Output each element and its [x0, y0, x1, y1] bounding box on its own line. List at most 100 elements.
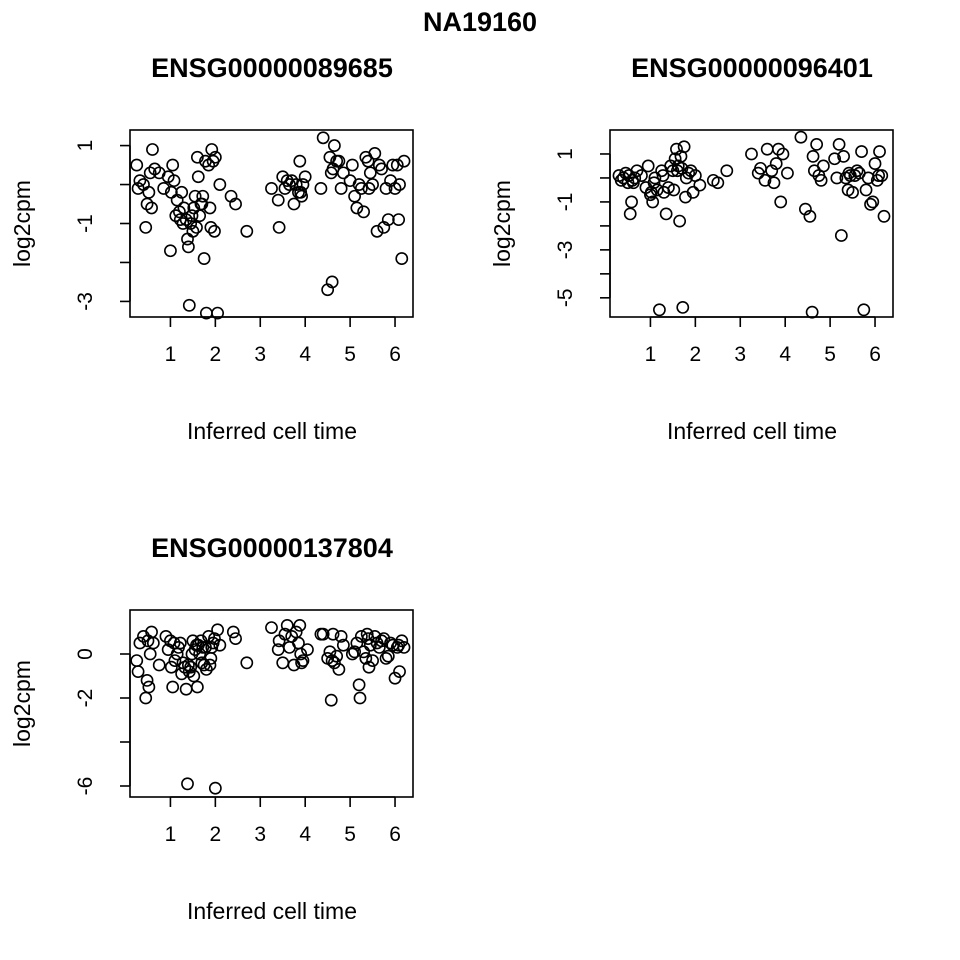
data-point	[781, 166, 794, 180]
data-point	[187, 669, 201, 683]
data-point	[208, 150, 222, 164]
data-point	[677, 140, 691, 154]
data-point	[229, 632, 242, 645]
data-point	[390, 641, 404, 654]
y-tick-label: -2	[74, 689, 97, 708]
data-point	[186, 224, 200, 238]
data-point	[323, 645, 337, 659]
data-point	[166, 158, 180, 172]
y-tick-label: 1	[554, 148, 577, 160]
x-tick-label: 1	[645, 343, 657, 366]
x-tick-label: 2	[690, 343, 702, 366]
data-point	[175, 185, 189, 199]
data-point	[357, 645, 370, 659]
x-tick-label: 3	[254, 343, 266, 366]
data-point	[271, 193, 285, 207]
data-point	[139, 220, 153, 234]
data-point	[626, 176, 640, 190]
x-tick-label: 4	[779, 343, 791, 366]
data-point	[366, 178, 379, 191]
data-point	[146, 143, 159, 156]
data-point	[837, 149, 850, 163]
data-point	[327, 139, 341, 152]
data-point	[293, 619, 307, 632]
data-point	[327, 656, 341, 670]
data-point	[190, 220, 203, 234]
data-point	[769, 157, 783, 170]
data-point	[379, 652, 393, 665]
panel-ensg00000137804: ENSG00000137804 1 2 3 4 5 6 -6 -2 0 Inferred cell …	[9, 533, 414, 924]
data-point	[774, 195, 788, 209]
x-tick-label: 5	[344, 343, 356, 366]
data-point	[832, 137, 846, 151]
data-point	[647, 176, 661, 190]
data-point	[765, 164, 779, 178]
data-point	[166, 680, 180, 694]
data-point	[204, 652, 218, 665]
data-point	[133, 636, 147, 650]
x-tick-label: 4	[299, 343, 311, 366]
data-point	[196, 189, 210, 203]
y-axis-label: log2cpm	[9, 180, 35, 267]
data-point	[213, 178, 227, 191]
data-point	[859, 183, 873, 197]
data-point	[159, 630, 173, 643]
data-point	[265, 182, 278, 195]
data-point	[864, 197, 877, 211]
data-point	[368, 146, 382, 160]
data-point	[130, 158, 144, 172]
data-point	[393, 665, 406, 678]
data-point	[280, 619, 294, 632]
data-point	[142, 680, 156, 694]
data-point	[164, 244, 177, 258]
y-tick-label: -3	[74, 292, 97, 311]
data-point	[332, 663, 346, 676]
x-tick-label: 5	[824, 343, 836, 366]
data-point	[354, 182, 368, 195]
panel-title: ENSG00000096401	[631, 53, 873, 83]
data-point	[314, 182, 328, 195]
data-point	[397, 641, 411, 654]
data-point	[623, 207, 637, 221]
y-tick-label: 0	[74, 648, 97, 660]
data-point	[157, 182, 171, 195]
data-point	[641, 159, 655, 173]
data-point	[133, 174, 147, 188]
data-point	[276, 656, 290, 670]
panel-ensg00000089685: ENSG00000089685 1 2 3 4 5 6 -3 -1 1 Inferred cell …	[9, 53, 414, 444]
data-point	[390, 158, 404, 172]
data-point	[272, 220, 286, 234]
data-point	[181, 240, 195, 254]
data-point	[204, 220, 218, 234]
data-point	[366, 654, 379, 667]
data-point	[152, 658, 166, 672]
data-point	[265, 621, 278, 634]
data-point	[628, 171, 642, 185]
data-point	[816, 159, 830, 173]
data-point	[805, 305, 819, 319]
x-tick-label: 1	[165, 343, 177, 366]
y-tick-label: -6	[74, 777, 97, 796]
data-point	[686, 185, 700, 199]
data-point	[203, 658, 217, 672]
panel-title: ENSG00000089685	[151, 53, 393, 83]
data-point	[381, 213, 395, 227]
data-point	[361, 154, 375, 168]
data-point	[131, 665, 145, 678]
data-point	[185, 209, 199, 223]
data-point	[693, 178, 707, 192]
data-point	[316, 131, 330, 145]
data-point	[395, 634, 409, 648]
x-tick-label: 3	[734, 343, 746, 366]
data-point	[806, 149, 820, 163]
data-point	[393, 178, 406, 191]
data-point	[190, 150, 204, 164]
data-point	[388, 182, 402, 195]
data-point	[202, 158, 216, 172]
data-point	[830, 171, 844, 185]
data-point	[326, 627, 340, 641]
data-point	[875, 169, 889, 182]
data-point	[803, 209, 817, 223]
data-point	[324, 693, 338, 707]
